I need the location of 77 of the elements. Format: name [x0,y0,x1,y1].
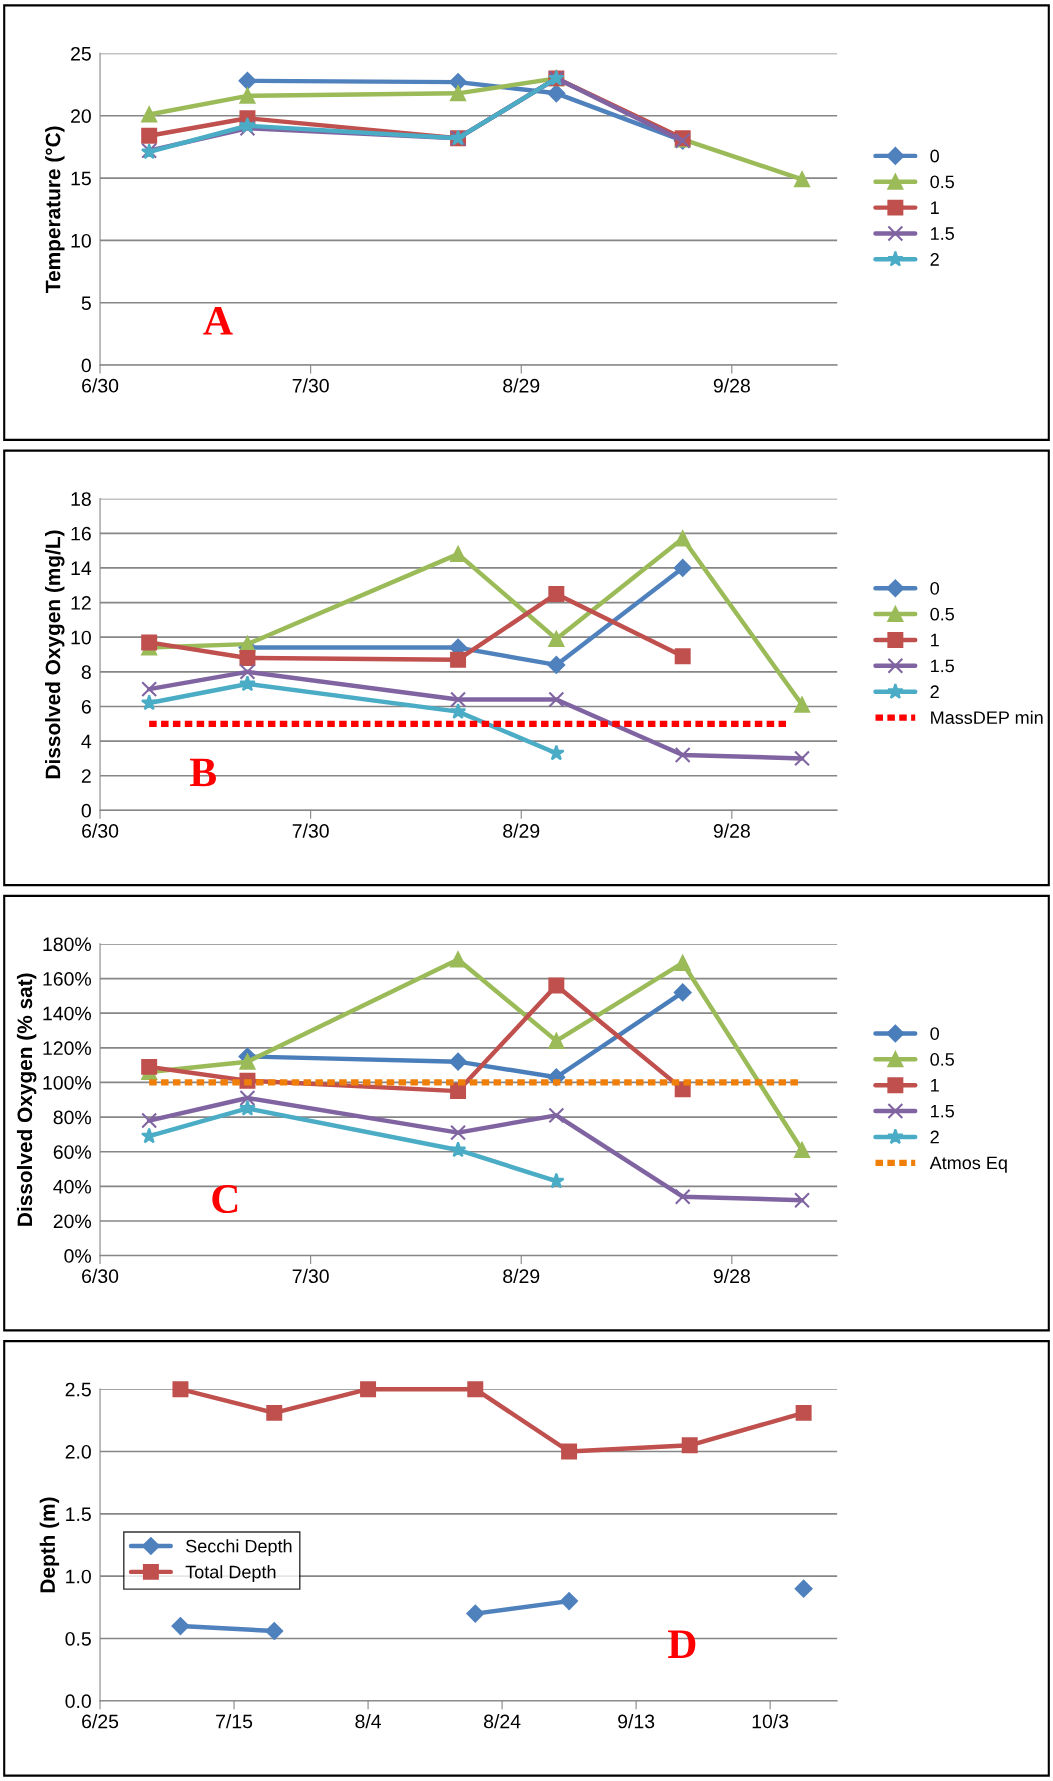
y-tick-label: 0% [64,1249,92,1263]
legend-label: Atmos Eq [929,1156,1007,1173]
x-tick-label: 7/30 [292,1268,329,1284]
x-tick-label: 7/30 [292,378,329,393]
y-tick-label: 20 [71,109,91,123]
y-tick-label: 160% [43,972,92,986]
legend-label: 2 [930,1130,939,1144]
y-tick-label: 16 [71,526,91,541]
legend-label: 0.5 [930,1053,955,1066]
y-axis-title: Dissolved Oxygen (% sat) [16,973,37,1226]
x-tick-label: 9/28 [713,1268,750,1284]
y-tick-label: 25 [71,46,91,61]
x-tick-label: 8/24 [484,1714,521,1729]
legend-label: 0.5 [930,175,955,189]
legend-label: Total Depth [185,1565,276,1582]
legend-label: 1.5 [931,659,955,673]
y-tick-label: 0.0 [65,1694,91,1709]
x-tick-label: 10/3 [752,1714,789,1729]
y-tick-label: 10 [71,630,91,645]
legend-label: 1.5 [931,227,955,240]
y-tick-label: 6 [81,699,91,714]
legend-label: 1 [931,201,939,214]
annotation: A [203,307,233,335]
y-tick-label: 80% [53,1110,92,1125]
legend-label: 2 [930,685,939,698]
legend-label: MassDEP min [931,710,1043,725]
y-tick-label: 4 [81,734,92,749]
legend-label: Secchi Depth [186,1539,292,1557]
legend-label: 1 [931,1079,939,1092]
y-tick-label: 15 [71,171,91,186]
x-tick-label: 8/29 [503,823,540,838]
x-tick-label: 9/28 [713,823,750,838]
x-tick-label: 8/29 [503,378,540,393]
legend-label: 1.5 [931,1104,955,1118]
y-tick-label: 40% [53,1179,92,1194]
x-tick-label: 7/15 [216,1714,253,1729]
annotation: B [190,758,216,787]
y-tick-label: 2.5 [65,1382,91,1397]
y-tick-label: 140% [43,1006,92,1021]
annotation: C [212,1185,238,1214]
y-tick-label: 12 [71,596,91,610]
y-tick-label: 1.0 [66,1569,91,1584]
y-axis-title: Temperature (°C) [45,126,65,293]
x-tick-label: 6/30 [82,1268,119,1284]
legend-label: 0 [930,581,939,595]
annotation: D [668,1630,696,1658]
x-tick-label: 6/30 [82,378,119,393]
y-tick-label: 0.5 [65,1631,91,1646]
y-axis-title: Depth (m) [39,1497,60,1593]
x-tick-label: 7/30 [292,823,329,838]
y-tick-label: 0 [81,803,91,818]
y-tick-label: 10 [71,233,91,248]
y-tick-label: 2.0 [65,1444,91,1459]
legend-label: 1 [931,633,939,647]
x-tick-label: 9/28 [713,378,750,393]
legend-label: 0 [930,149,939,163]
y-axis-title: Dissolved Oxygen (mg/L) [45,530,65,779]
y-tick-label: 180% [43,937,92,952]
y-tick-label: 60% [53,1145,92,1159]
y-tick-label: 20% [53,1214,92,1229]
y-tick-label: 0 [81,358,91,373]
legend-label: 0.5 [930,607,955,621]
y-tick-label: 100% [43,1075,92,1090]
y-tick-label: 18 [71,492,91,506]
x-tick-label: 9/13 [618,1714,655,1729]
y-tick-label: 14 [71,561,92,575]
y-tick-label: 120% [43,1041,92,1056]
x-tick-label: 8/4 [355,1714,382,1729]
legend-label: 2 [930,253,939,266]
y-tick-label: 1.5 [66,1507,91,1522]
legend-label: 0 [930,1027,939,1040]
x-tick-label: 8/29 [503,1268,540,1284]
x-tick-label: 6/30 [82,823,119,838]
y-tick-label: 8 [81,665,91,680]
x-tick-label: 6/25 [82,1714,119,1729]
y-tick-label: 2 [81,769,91,783]
y-tick-label: 5 [81,296,91,311]
